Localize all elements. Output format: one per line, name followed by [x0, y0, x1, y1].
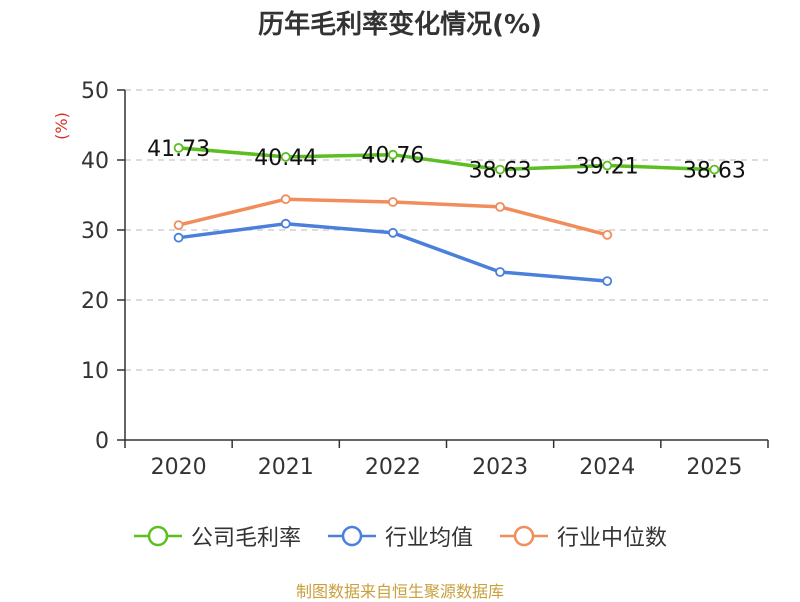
grid-layer: [125, 89, 768, 371]
legend-circle: [513, 525, 535, 547]
x-tick-label-2025: 2025: [686, 455, 742, 480]
data-label-2024: 39.21: [576, 155, 639, 180]
data-point-1-2024: [602, 276, 613, 287]
legend-item-0[interactable]: 公司毛利率: [133, 520, 301, 552]
x-tick-label-2024: 2024: [579, 455, 635, 480]
y-tick-label: 40: [81, 149, 109, 174]
y-tick-label: 10: [81, 359, 109, 384]
data-point-0-2025: [709, 164, 720, 175]
data-point-1-2023: [495, 267, 505, 277]
data-point-0-2021: [280, 152, 291, 162]
series-layer: [173, 142, 720, 287]
legend-circle: [341, 525, 363, 547]
x-tick-label-2021: 2021: [258, 455, 314, 480]
label-layer: 41.73 40.44 40.76 38.63 39.21 38.63: [147, 137, 746, 184]
legend-circle: [147, 525, 169, 547]
data-point-2-2023: [495, 201, 505, 212]
source-note: 制图数据来自恒生聚源数据库: [295, 582, 504, 601]
data-point-2-2020: [173, 220, 184, 231]
y-tick-label: 50: [81, 79, 109, 104]
data-label-2023: 38.63: [469, 159, 532, 184]
data-label-2025: 38.63: [683, 159, 746, 184]
axis-layer: 0 10 20 30 40 50 2020 2021 2022 2023 2024 2025 (%): [52, 79, 769, 480]
chart-title: 历年毛利率变化情况(%): [258, 10, 542, 40]
line-chart: 0 10 20 30 40 50 2020 2021 2022 2023 2024 2025 (%) 4…: [52, 79, 769, 480]
y-tick-label: 30: [81, 219, 109, 244]
legend-marker-icon: [500, 525, 548, 547]
legend-label: 行业均值: [384, 526, 473, 551]
legend-label: 公司毛利率: [190, 526, 301, 551]
x-tick-label-2020: 2020: [151, 455, 207, 480]
data-point-2-2021: [280, 194, 291, 205]
data-point-0-2023: [495, 164, 505, 175]
y-tick-label: 20: [81, 289, 109, 314]
x-tick-label-2022: 2022: [365, 455, 421, 480]
y-axis-label: (%): [52, 112, 71, 140]
legend-item-2[interactable]: 行业中位数: [499, 520, 667, 552]
data-label-2020: 41.73: [147, 137, 210, 162]
data-point-1-2022: [388, 227, 398, 238]
x-tick-label-2023: 2023: [472, 455, 528, 480]
data-point-0-2022: [388, 149, 398, 160]
legend-marker-icon: [327, 525, 376, 547]
data-point-2-2022: [388, 197, 398, 207]
data-point-0-2024: [602, 160, 613, 171]
data-point-2-2024: [602, 229, 613, 240]
data-point-1-2021: [280, 218, 291, 229]
legend: 公司毛利率 行业均值 行业中位数: [0, 520, 800, 552]
legend-item-1[interactable]: 行业均值: [327, 520, 473, 552]
legend-marker-icon: [133, 525, 182, 547]
y-tick-label: 0: [95, 429, 109, 454]
data-point-0-2020: [173, 142, 184, 153]
data-label-2021: 40.44: [254, 146, 317, 171]
legend-label: 行业中位数: [557, 526, 668, 551]
data-point-1-2020: [173, 232, 184, 243]
data-label-2022: 40.76: [361, 144, 424, 169]
series-line-0: [176, 146, 717, 172]
